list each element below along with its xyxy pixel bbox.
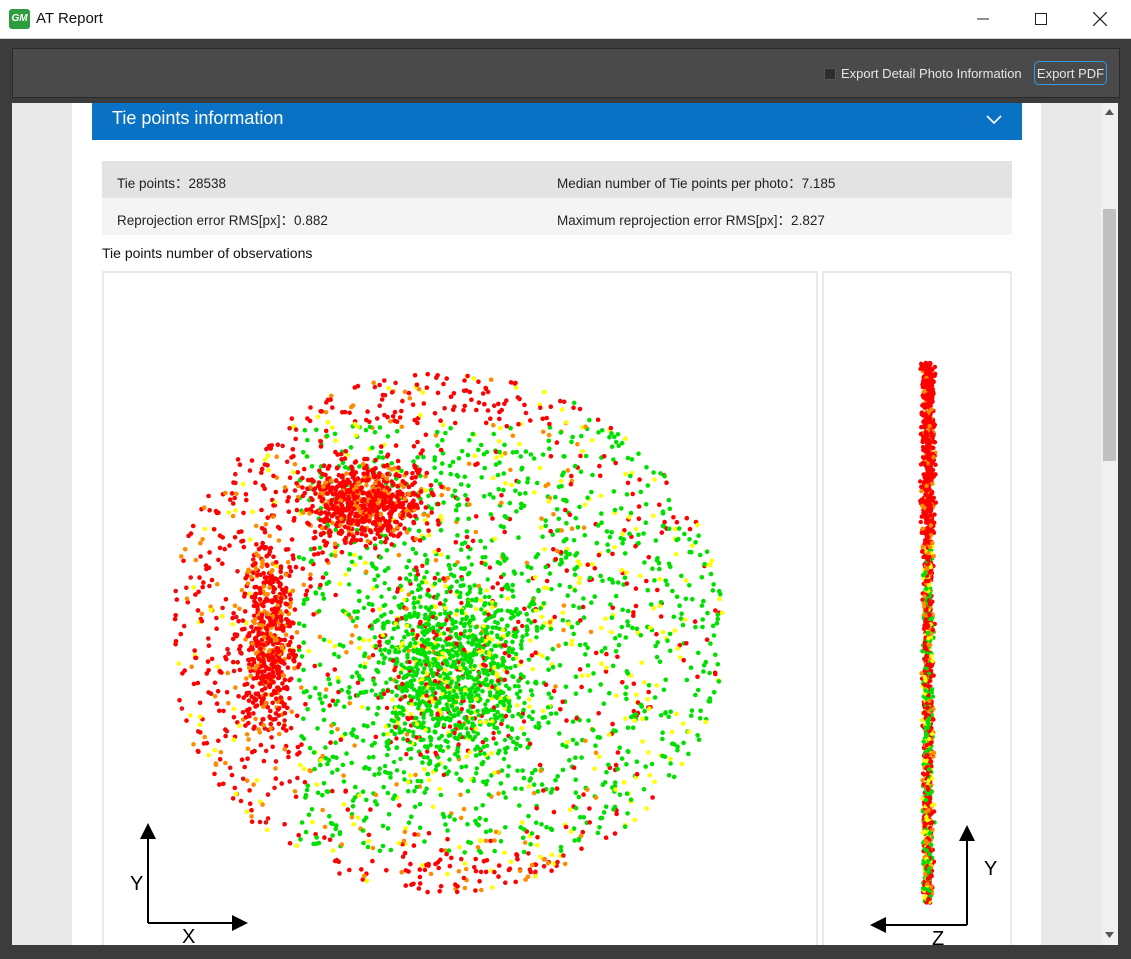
- side-y-axis-label: Y: [984, 858, 997, 880]
- close-button[interactable]: [1077, 0, 1123, 38]
- minimize-button[interactable]: [960, 0, 1006, 38]
- max-reprojection-rms: Maximum reprojection error RMS[px]：2.827: [557, 213, 825, 228]
- scroll-up-icon[interactable]: [1105, 109, 1114, 115]
- minimize-icon: [977, 18, 989, 20]
- title-bar: GM AT Report: [0, 0, 1131, 39]
- report-toolbar: Export Detail Photo Information Export P…: [12, 48, 1120, 98]
- y-axis-label: Y: [130, 873, 143, 895]
- x-axis-label: X: [182, 926, 195, 945]
- stats-table: Tie points：28538 Median number of Tie po…: [102, 161, 1012, 235]
- point-cloud: [172, 371, 725, 895]
- xy-axes: Y X: [130, 823, 248, 945]
- export-pdf-button[interactable]: Export PDF: [1034, 61, 1107, 85]
- plot-title: Tie points number of observations: [102, 245, 313, 261]
- tie-points-top-view: Y X: [102, 271, 818, 945]
- top-view-canvas: Y X: [130, 371, 725, 945]
- tie-points-count: Tie points：28538: [117, 176, 227, 191]
- scrollbar-thumb[interactable]: [1103, 209, 1116, 461]
- chevron-down-icon[interactable]: [986, 112, 1002, 128]
- zy-axes: Y Z: [870, 825, 997, 945]
- report-viewport: Tie points information Tie points：28538 …: [12, 103, 1101, 945]
- export-detail-checkbox[interactable]: [824, 68, 836, 80]
- tie-points-side-view: Y Z: [822, 271, 1012, 945]
- window-title: AT Report: [36, 10, 103, 27]
- stats-row: Tie points：28538 Median number of Tie po…: [102, 161, 1012, 198]
- maximize-icon: [1035, 13, 1047, 25]
- report-page: Tie points information Tie points：28538 …: [72, 103, 1041, 945]
- point-cloud-side: [918, 360, 938, 905]
- maximize-button[interactable]: [1018, 0, 1064, 38]
- close-icon: [1093, 12, 1107, 26]
- scroll-down-icon[interactable]: [1105, 932, 1114, 938]
- side-view-canvas: Y Z: [870, 360, 997, 945]
- export-detail-label[interactable]: Export Detail Photo Information: [841, 66, 1022, 81]
- median-tie-points: Median number of Tie points per photo：7.…: [557, 176, 836, 191]
- z-axis-label: Z: [932, 928, 944, 945]
- reprojection-rms: Reprojection error RMS[px]：0.882: [117, 213, 328, 228]
- tie-points-section-header[interactable]: Tie points information: [92, 103, 1022, 140]
- vertical-scrollbar[interactable]: [1101, 103, 1118, 945]
- stats-row: Reprojection error RMS[px]：0.882 Maximum…: [102, 198, 1012, 235]
- section-title: Tie points information: [112, 108, 284, 128]
- app-logo-icon: GM: [9, 9, 30, 29]
